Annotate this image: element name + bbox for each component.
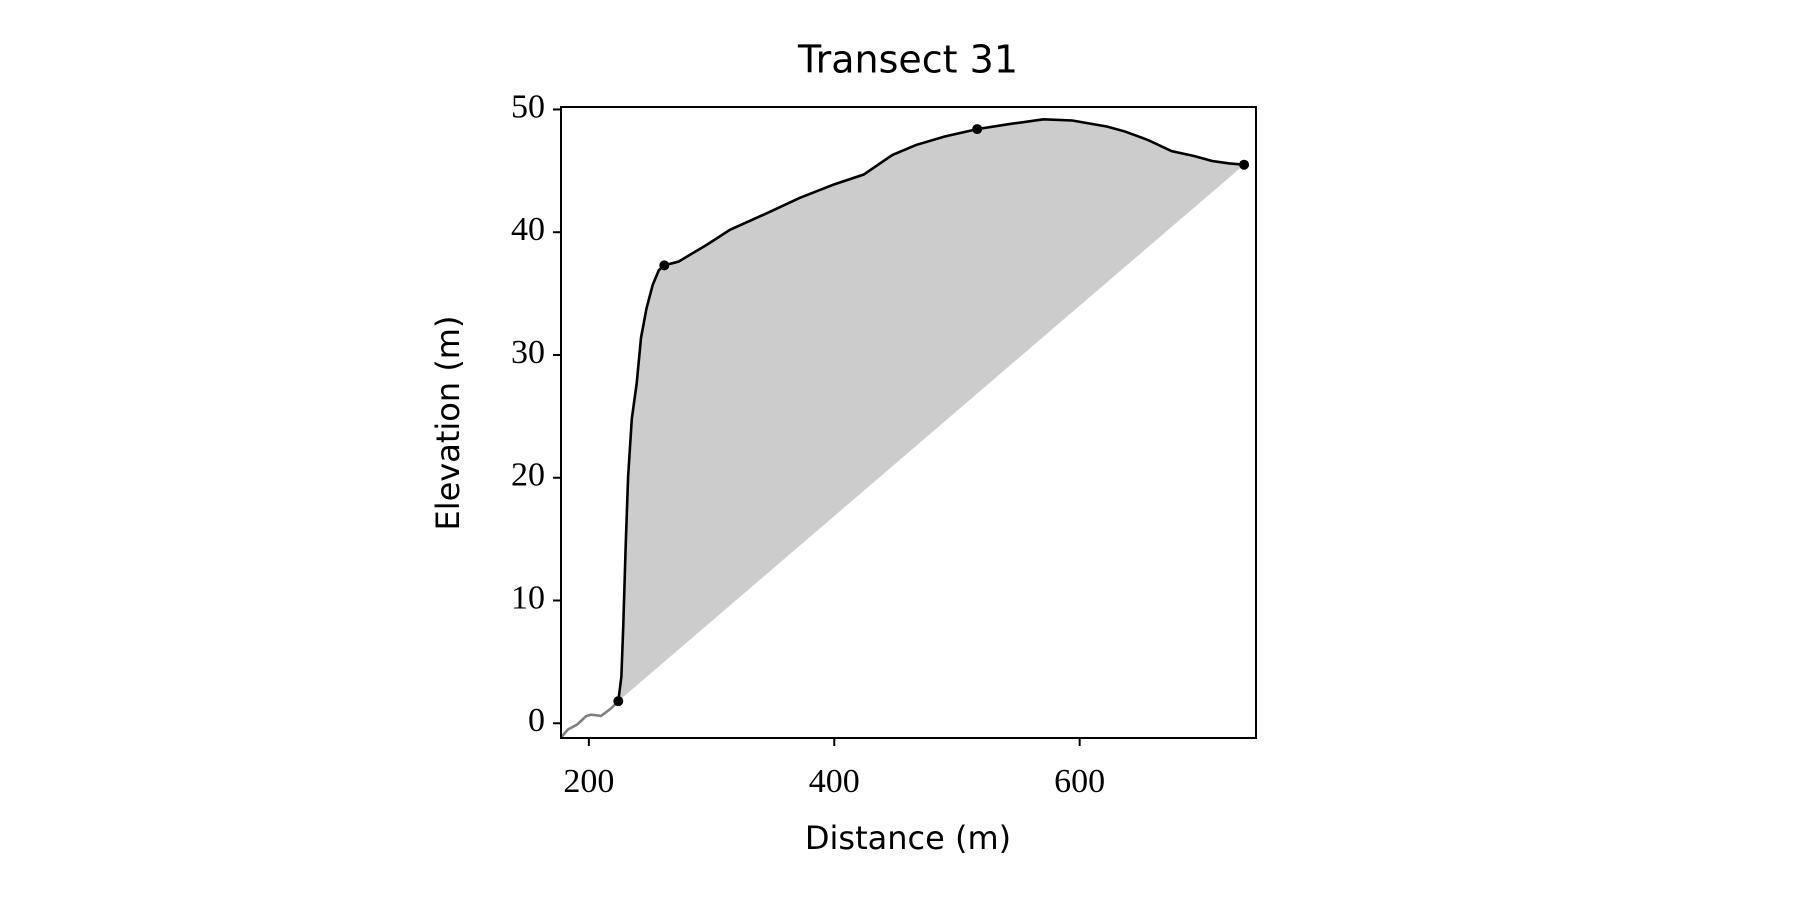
fill-area — [618, 119, 1245, 702]
y-tick-label: 40 — [511, 211, 545, 248]
x-tick-label: 200 — [563, 763, 614, 800]
y-tick-label: 20 — [511, 457, 545, 494]
chart-title: Transect 31 — [797, 38, 1018, 82]
point-marker — [1239, 159, 1250, 170]
plot-frame — [560, 106, 1257, 739]
point-marker — [972, 124, 983, 135]
y-tick-label: 50 — [511, 88, 545, 125]
point-marker — [613, 696, 624, 707]
profile-line — [559, 700, 620, 739]
y-tick-label: 10 — [511, 579, 545, 616]
y-tick-label: 30 — [511, 334, 545, 371]
x-tick-label: 400 — [809, 763, 860, 800]
y-tick-label: 0 — [528, 702, 545, 739]
x-axis-label: Distance (m) — [805, 819, 1011, 857]
x-tick-label: 600 — [1054, 763, 1105, 800]
point-marker — [659, 260, 670, 271]
profile-line — [617, 117, 1245, 702]
y-axis-label: Elevation (m) — [429, 316, 467, 531]
